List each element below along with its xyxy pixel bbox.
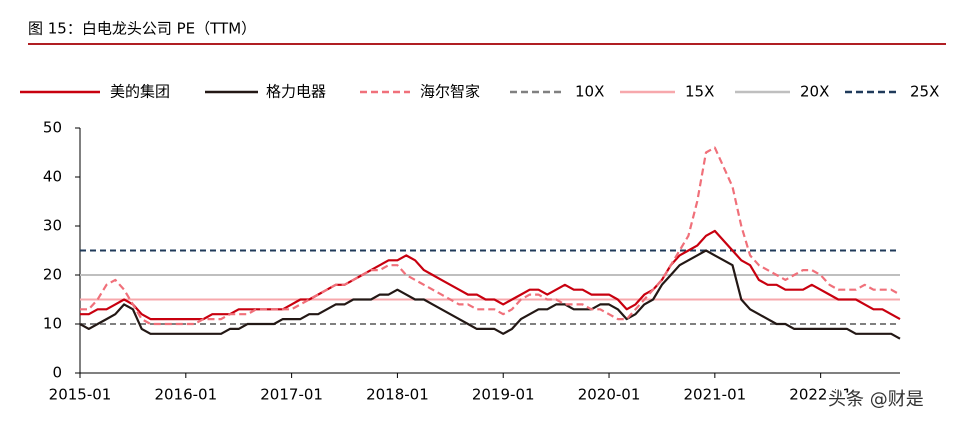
x-tick-label: 2022-01 bbox=[789, 386, 852, 404]
legend-label: 10X bbox=[575, 83, 604, 101]
x-tick-label: 2020-01 bbox=[578, 386, 641, 404]
x-tick-label: 2021-01 bbox=[683, 386, 746, 404]
y-tick-label: 20 bbox=[43, 266, 62, 284]
legend-label: 海尔智家 bbox=[420, 83, 480, 101]
series-line bbox=[80, 229, 901, 321]
watermark: 头条 @财是 bbox=[828, 389, 924, 410]
y-tick-label: 30 bbox=[43, 217, 62, 235]
y-tick-label: 50 bbox=[43, 119, 62, 137]
x-tick-label: 2018-01 bbox=[366, 386, 429, 404]
x-tick-label: 2016-01 bbox=[154, 386, 217, 404]
legend-label: 美的集团 bbox=[110, 83, 170, 101]
y-tick-label: 10 bbox=[43, 315, 62, 333]
legend-label: 20X bbox=[800, 83, 829, 101]
x-tick-label: 2019-01 bbox=[472, 386, 535, 404]
legend-label: 25X bbox=[910, 83, 939, 101]
legend-label: 15X bbox=[685, 83, 714, 101]
series-line bbox=[80, 146, 901, 326]
x-tick-label: 2017-01 bbox=[260, 386, 323, 404]
legend-label: 格力电器 bbox=[266, 83, 326, 101]
y-tick-label: 40 bbox=[43, 168, 62, 186]
y-tick-label: 0 bbox=[52, 364, 62, 382]
x-tick-label: 2015-01 bbox=[49, 386, 112, 404]
series-line bbox=[79, 249, 901, 340]
chart-title: 图 15：白电龙头公司 PE（TTM） bbox=[28, 20, 256, 38]
